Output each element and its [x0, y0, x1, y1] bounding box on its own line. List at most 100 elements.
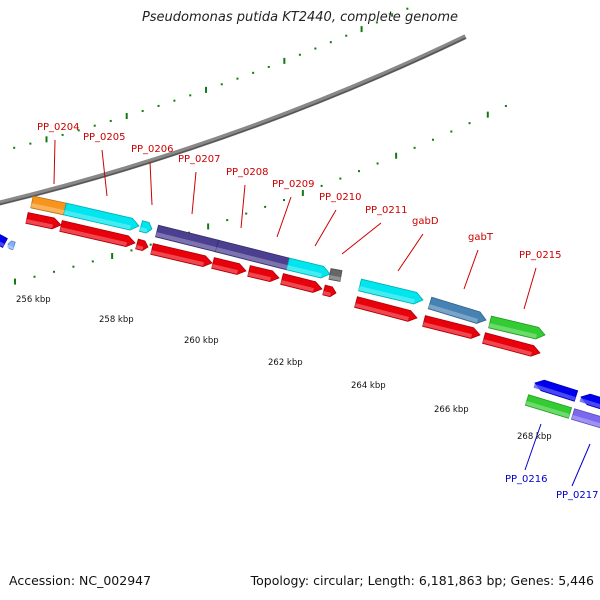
- gene-pp0217-minus: [579, 393, 600, 410]
- gene-gabt-cog-shine: [428, 304, 478, 323]
- gene-pp0206-cog-shine: [139, 227, 148, 233]
- gene-pp0205-cog-shine: [63, 210, 131, 230]
- gene-pp0217-minus-shine: [579, 398, 600, 409]
- inner-scale-dot: [375, 21, 378, 24]
- map-title: Pseudomonas putida KT2440, complete geno…: [141, 10, 459, 25]
- gene-gabd-cds-shine: [354, 303, 409, 321]
- backbone-arc: [0, 34, 467, 206]
- gene-pp0216-cog: [524, 394, 573, 419]
- gene-pp0206-cds-shine: [135, 244, 144, 251]
- gene-label: PP_0210: [319, 192, 362, 203]
- gene-gabt-cog: [427, 296, 487, 324]
- outer-scale-dot: [72, 265, 75, 268]
- outer-scale-dot: [130, 249, 133, 252]
- topology-text: Topology: circular; Length: 6,181,863 bp…: [250, 573, 594, 588]
- gene-label: PP_0215: [519, 250, 562, 261]
- label-leader: [101, 149, 108, 197]
- gene-label: PP_0217: [556, 490, 599, 501]
- gene-edge-lightblue-shine: [6, 244, 14, 250]
- accession-text: Accession: NC_002947: [9, 573, 152, 588]
- gene-pp0209-cog: [286, 257, 331, 279]
- label-leader: [341, 222, 382, 255]
- gene-pp0215-cog: [488, 315, 546, 340]
- scale-dots: [13, 7, 507, 285]
- label-leader: [463, 249, 479, 290]
- outer-scale-dot: [468, 122, 471, 125]
- gene-pp0204-cog-shine: [30, 203, 65, 215]
- inner-scale-dot: [125, 113, 128, 120]
- inner-scale-dot: [189, 94, 192, 97]
- scale-label: 258 kbp: [99, 315, 134, 325]
- outer-scale-dot: [14, 278, 17, 285]
- gene-pp0216-minus-shine: [533, 384, 576, 401]
- inner-scale-dot: [283, 57, 286, 64]
- outer-scale-dot: [320, 184, 323, 187]
- outer-scale-dot: [395, 152, 398, 159]
- inner-scale-dot: [252, 71, 255, 74]
- inner-scale-dot: [173, 99, 176, 102]
- gene-pp0210-cog-shine: [329, 275, 341, 281]
- label-leaders: [53, 139, 591, 487]
- label-leader: [149, 161, 153, 206]
- gene-pp0207-cog-shine: [155, 232, 217, 252]
- gene-pp0215-cog-shine: [488, 323, 537, 339]
- gene-features: [0, 195, 600, 429]
- scale-label: 268 kbp: [517, 432, 552, 442]
- gene-edge-blue-shine: [0, 241, 5, 247]
- inner-scale-dot: [298, 53, 301, 56]
- label-leader: [524, 423, 542, 471]
- gene-pp0205-cds: [59, 220, 136, 247]
- gene-pp0208b-cds-shine: [247, 272, 271, 282]
- gene-pp0210-cds: [322, 284, 337, 298]
- outer-scale-dot: [301, 190, 304, 197]
- scale-label: 266 kbp: [434, 405, 469, 415]
- gene-gabt-cds-shine: [422, 322, 472, 338]
- label-leader: [397, 233, 424, 272]
- scale-label: 256 kbp: [16, 295, 51, 305]
- inner-scale-dot: [220, 83, 223, 86]
- label-leader: [240, 184, 246, 229]
- gene-pp0205-cog: [63, 202, 140, 231]
- gene-pp0217-cog-shine: [571, 415, 600, 428]
- gene-pp0204-cds-shine: [26, 219, 53, 229]
- outer-scale-dot: [357, 170, 360, 173]
- label-leader: [571, 443, 591, 487]
- outer-scale-dot: [413, 146, 416, 149]
- inner-scale-dot: [345, 34, 348, 37]
- gene-gabd-cog: [358, 278, 424, 305]
- gene-pp0204-cog: [30, 195, 67, 216]
- inner-scale-dot: [93, 124, 96, 127]
- inner-scale-dot: [141, 110, 144, 113]
- inner-scale-dot: [157, 104, 160, 107]
- gene-label: PP_0204: [37, 122, 80, 133]
- inner-scale-dot: [391, 14, 394, 17]
- inner-scale-dot: [77, 129, 80, 132]
- gene-pp0217-cog: [570, 408, 600, 429]
- gene-gabt-cds: [422, 315, 481, 339]
- backbone-shadow: [0, 37, 466, 206]
- gene-pp0210-cds-shine: [322, 290, 331, 297]
- inner-scale-dot: [360, 26, 363, 33]
- gene-pp0215-cds-shine: [482, 339, 532, 356]
- outer-scale-dot: [91, 260, 94, 263]
- gene-label: gabT: [468, 232, 494, 243]
- outer-scale-dot: [149, 243, 152, 246]
- gene-pp0206-cog: [139, 220, 153, 234]
- outer-scale-dot: [450, 130, 453, 133]
- outer-scale-dot: [33, 275, 36, 278]
- outer-scale-dot: [283, 199, 286, 202]
- outer-scale-dot: [376, 162, 379, 165]
- gene-edge-blue: [0, 234, 8, 248]
- inner-scale-dot: [314, 47, 317, 50]
- gene-gabd-cog-shine: [358, 286, 415, 304]
- gene-gabd-cds: [354, 296, 418, 322]
- outer-scale-dot: [245, 212, 248, 215]
- gene-pp0208-cds-shine: [211, 264, 238, 274]
- inner-scale-dot: [267, 65, 270, 68]
- gene-pp0209-cog-shine: [286, 265, 322, 278]
- outer-scale-dot: [52, 270, 55, 273]
- gene-pp0216-cog-shine: [525, 401, 570, 418]
- gene-label: gabD: [412, 216, 439, 227]
